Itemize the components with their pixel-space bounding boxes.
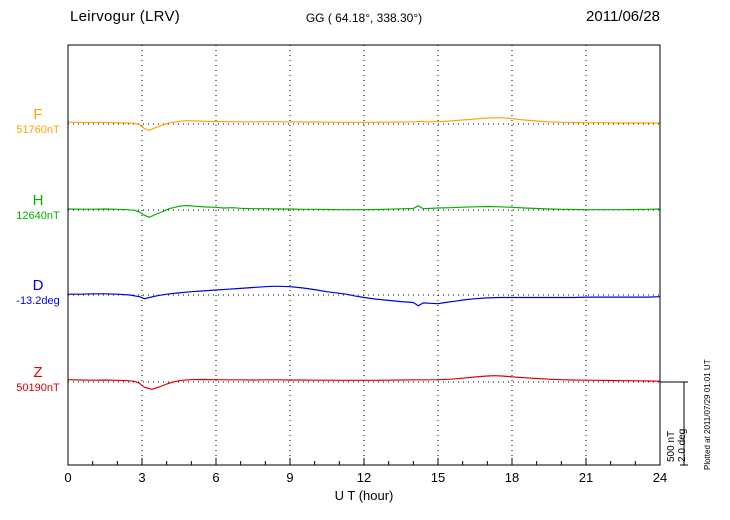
plotted-at-timestamp: Plotted at 2011/07/29 01:01 UT <box>703 359 712 470</box>
series-letter-Z: Z <box>33 364 43 381</box>
x-tick-label: 12 <box>357 470 371 485</box>
x-tick-label: 9 <box>286 470 293 485</box>
series-label-H: H 12640nT <box>8 193 68 222</box>
x-tick-label: 18 <box>505 470 519 485</box>
series-baseline-value-Z: 50190nT <box>16 382 60 394</box>
series-label-D: D -13.2deg <box>8 278 68 307</box>
series-letter-H: H <box>32 192 44 209</box>
series-baseline-value-H: 12640nT <box>16 210 60 222</box>
x-tick-label: 24 <box>653 470 667 485</box>
series-baseline-value-F: 51760nT <box>16 124 60 136</box>
trace-D <box>68 285 661 307</box>
scale-bar-labels: 500 nT 2.0 deg <box>666 429 688 462</box>
scale-bar-deg-label: 2.0 deg <box>677 428 688 462</box>
series-baseline-value-D: -13.2deg <box>16 295 60 307</box>
x-tick-label: 15 <box>431 470 445 485</box>
station-title: Leirvogur (LRV) <box>70 8 181 25</box>
trace-H <box>67 204 661 218</box>
scale-bar-nt-label: 500 nT <box>666 430 677 462</box>
series-label-F: F 51760nT <box>8 107 68 136</box>
trace-Z <box>67 375 661 390</box>
trace-F <box>67 117 660 131</box>
plot-frame <box>67 44 661 466</box>
date-label: 2011/06/28 <box>586 8 660 25</box>
x-tick-label: 0 <box>64 470 71 485</box>
x-tick-label: 3 <box>138 470 145 485</box>
x-tick-label: 21 <box>579 470 593 485</box>
x-tick-label: 6 <box>212 470 219 485</box>
x-axis-title: U T (hour) <box>334 488 394 503</box>
series-label-Z: Z 50190nT <box>8 365 68 394</box>
series-letter-F: F <box>33 106 43 123</box>
series-letter-D: D <box>32 277 44 294</box>
geographic-coordinates-label: GG ( 64.18°, 338.30°) <box>305 11 423 25</box>
